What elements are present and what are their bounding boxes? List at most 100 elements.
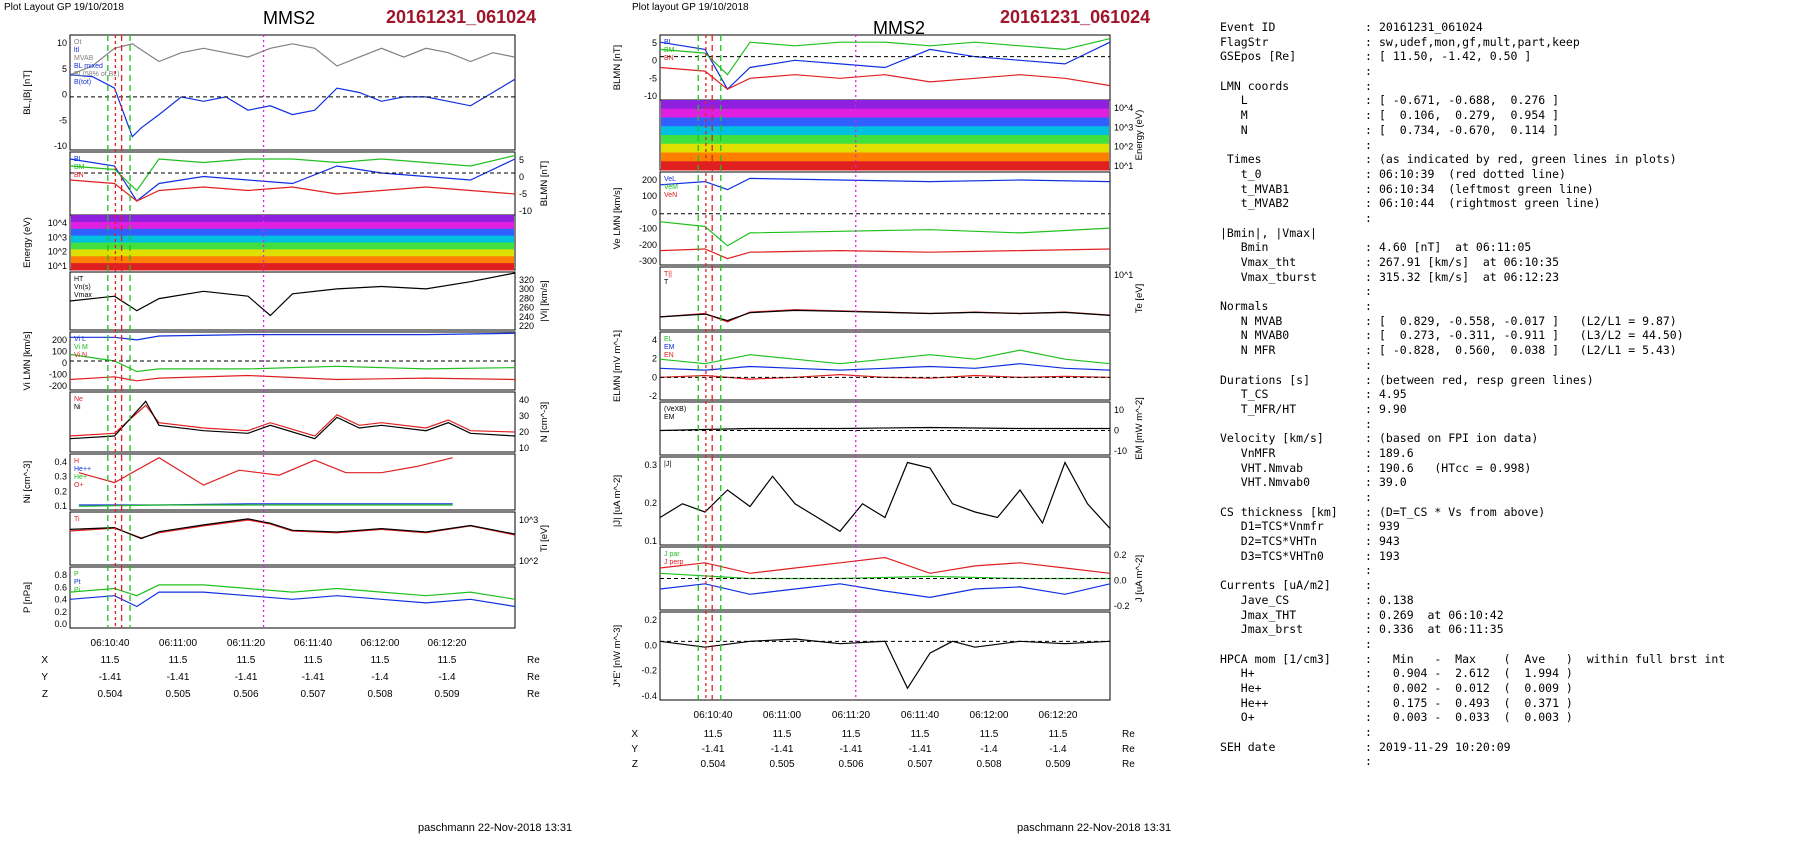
- summary-row: Times: (as indicated by red, green lines …: [1220, 152, 1790, 167]
- ytick-label: 300: [519, 284, 534, 294]
- series-|Vi|: [69, 272, 516, 317]
- series-BL: [69, 158, 516, 202]
- pos-value: 0.506: [233, 689, 258, 700]
- spectrogram-band: [71, 249, 514, 257]
- legend-entry: J perp: [664, 559, 684, 566]
- legend-entry: EM: [664, 414, 675, 421]
- ylabel: Energy (eV): [22, 217, 33, 268]
- summary-key: Vmax_tburst: [1220, 269, 1317, 284]
- summary-key: Jmax_THT: [1220, 607, 1297, 622]
- legend-entry: Ot: [74, 39, 81, 46]
- summary-row: Jmax_brst:0.336 at 06:11:35: [1220, 622, 1790, 637]
- legend-entry: B(tot): [74, 79, 91, 86]
- legend-entry: Ne: [74, 396, 83, 403]
- summary-key: He+: [1220, 680, 1262, 695]
- pos-unit: Re: [527, 672, 540, 683]
- summary-key: CS thickness [km]: [1220, 504, 1338, 519]
- left-figure-header: Plot Layout GP 19/10/2018: [4, 2, 124, 13]
- summary-row: VnMFR:189.6: [1220, 446, 1790, 461]
- summary-row: T_MFR/HT:9.90: [1220, 402, 1790, 417]
- summary-key: T_CS: [1220, 387, 1269, 402]
- xtick-label: 06:12:20: [428, 638, 467, 649]
- pos-value: -1.4: [371, 672, 389, 683]
- legend-entry: VeN: [664, 192, 677, 199]
- pos-value: 11.5: [842, 729, 861, 740]
- summary-value: [ 11.50, -1.42, 0.50 ]: [1379, 49, 1532, 64]
- pos-value: 0.505: [769, 759, 794, 770]
- summary-key: Times: [1220, 152, 1262, 167]
- summary-key: Vmax_tht: [1220, 255, 1297, 269]
- ylabel: EM [mW m^-2]: [1134, 397, 1145, 460]
- summary-row: Durations [s]: (between red, resp green l…: [1220, 373, 1790, 388]
- legend-entry: EL: [664, 336, 673, 343]
- panel-R6: 10 0 -10 EM [mW m^-2] (VeXB)EM: [659, 397, 1145, 460]
- series-T: [659, 309, 1111, 322]
- summary-value: 315.32 [km/s] at 06:12:23: [1379, 269, 1560, 284]
- summary-row: :: [1220, 490, 1790, 505]
- pos-value: -1.41: [771, 744, 794, 755]
- summary-row: :: [1220, 754, 1790, 769]
- ytick-label: 10^3: [519, 515, 538, 525]
- ytick-label: 0.2: [644, 615, 657, 625]
- spectrogram-band: [71, 256, 514, 264]
- series-|J|: [659, 461, 1111, 533]
- summary-value: 0.138: [1379, 592, 1414, 607]
- pos-value: -1.41: [99, 672, 122, 683]
- series-|B|: [69, 43, 516, 76]
- ytick-label: 10^2: [48, 247, 67, 257]
- summary-row: :: [1220, 725, 1790, 740]
- summary-sep: :: [1365, 181, 1372, 196]
- pos-value: 0.506: [838, 759, 863, 770]
- summary-key: t_MVAB1: [1220, 181, 1290, 196]
- summary-key: LMN coords: [1220, 78, 1290, 93]
- series-ViM: [69, 353, 516, 373]
- panel-L7: 0.4 0.3 0.2 0.1 Ni [cm^-3] HHe++He+O+: [22, 453, 516, 511]
- ytick-label: -0.4: [641, 691, 657, 701]
- ytick-label: -10: [519, 206, 532, 216]
- ytick-label: 260: [519, 303, 534, 313]
- summary-sep: :: [1365, 93, 1372, 108]
- legend-entry: BM: [74, 164, 85, 171]
- summary-sep: :: [1365, 78, 1372, 93]
- summary-value: (based on FPI ion data): [1379, 431, 1539, 446]
- summary-row: D2=TCS*VHTn:943: [1220, 534, 1790, 549]
- summary-sep: :: [1365, 122, 1372, 137]
- summary-key: t_MVAB2: [1220, 196, 1290, 211]
- pos-value: 11.5: [101, 655, 120, 666]
- legend-entry: BL mixed: [74, 63, 103, 70]
- summary-sep: :: [1365, 490, 1372, 504]
- pos-unit: Re: [1122, 729, 1135, 740]
- summary-row: :: [1220, 563, 1790, 578]
- summary-value: (as indicated by red, green lines in plo…: [1379, 152, 1677, 167]
- ytick-label: 30: [519, 411, 529, 421]
- ylabel: Energy (eV): [1134, 110, 1145, 161]
- summary-sep: :: [1365, 299, 1372, 314]
- ytick-label: 10^1: [1114, 161, 1133, 171]
- summary-row: :: [1220, 417, 1790, 432]
- panel-frame: [659, 456, 1111, 546]
- summary-sep: :: [1365, 725, 1372, 739]
- summary-key: He++: [1220, 695, 1269, 710]
- summary-sep: :: [1365, 210, 1372, 225]
- summary-sep: :: [1365, 357, 1372, 372]
- summary-key: t_0: [1220, 166, 1262, 181]
- summary-row: HPCA mom [1/cm3]: Min - Max ( Ave ) with…: [1220, 652, 1790, 667]
- legend-entry: J par: [664, 551, 680, 558]
- pos-value: -1.4: [1049, 744, 1067, 755]
- xtick-label: 06:11:40: [294, 638, 333, 649]
- series-BL: [659, 41, 1111, 91]
- pos-row-label: Z: [632, 759, 638, 770]
- summary-row: D1=TCS*Vnmfr:939: [1220, 519, 1790, 534]
- summary-sep: :: [1365, 240, 1372, 255]
- panel-frame: [659, 171, 1111, 266]
- summary-key: VHT.Nmvab: [1220, 460, 1304, 475]
- ytick-label: 0: [652, 372, 657, 382]
- pos-value: 0.507: [907, 759, 932, 770]
- spectrogram-band: [71, 242, 514, 250]
- summary-row: Normals:: [1220, 299, 1790, 314]
- series-EL: [659, 363, 1111, 371]
- legend-entry: Ti: [74, 516, 80, 523]
- right-event-id: 20161231_061024: [1000, 7, 1151, 27]
